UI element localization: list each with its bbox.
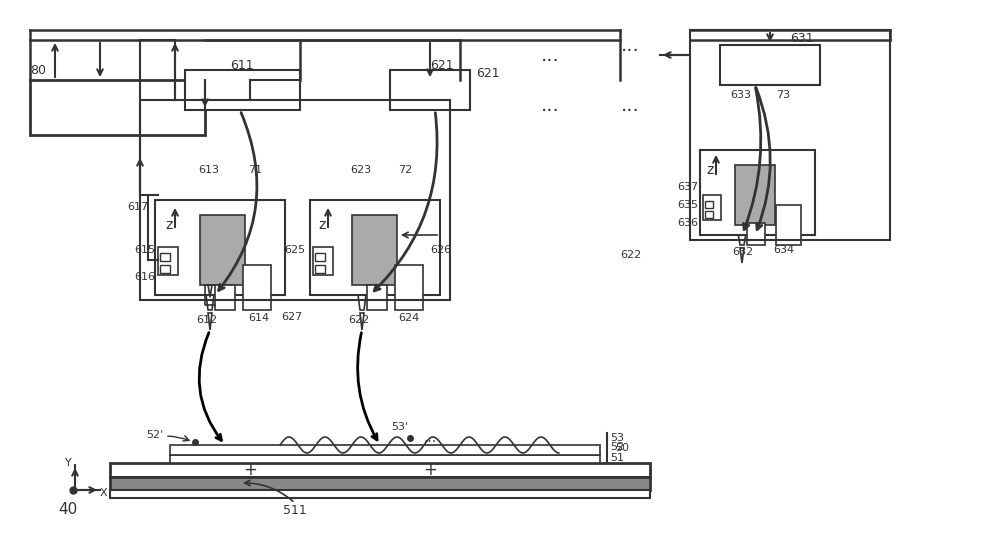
Text: ...: ... (541, 45, 559, 64)
Polygon shape (208, 313, 212, 330)
Ellipse shape (395, 261, 423, 269)
FancyBboxPatch shape (395, 265, 423, 310)
Text: 634: 634 (773, 245, 794, 255)
FancyBboxPatch shape (700, 150, 815, 235)
FancyBboxPatch shape (367, 285, 387, 310)
FancyBboxPatch shape (776, 205, 801, 245)
Polygon shape (360, 313, 364, 330)
FancyBboxPatch shape (747, 223, 765, 245)
FancyBboxPatch shape (155, 200, 285, 295)
Text: 615: 615 (134, 245, 155, 255)
Ellipse shape (243, 261, 271, 269)
Text: 611: 611 (230, 58, 254, 71)
Text: 616: 616 (134, 272, 155, 282)
FancyBboxPatch shape (705, 201, 713, 208)
Text: X: X (99, 488, 107, 498)
FancyBboxPatch shape (185, 70, 300, 110)
Text: 637: 637 (677, 182, 698, 192)
Text: 632: 632 (732, 247, 753, 257)
FancyBboxPatch shape (705, 211, 713, 218)
Text: 622: 622 (348, 315, 369, 325)
Text: 621: 621 (430, 58, 454, 71)
FancyBboxPatch shape (315, 265, 325, 273)
Text: 626: 626 (430, 245, 451, 255)
Text: ...: ... (541, 95, 559, 114)
FancyBboxPatch shape (215, 285, 235, 310)
Text: 71: 71 (248, 165, 262, 175)
Text: z: z (165, 218, 172, 232)
FancyBboxPatch shape (170, 445, 600, 455)
Polygon shape (737, 227, 747, 245)
Polygon shape (740, 248, 744, 263)
Text: 52: 52 (610, 442, 624, 452)
FancyBboxPatch shape (110, 477, 650, 490)
FancyBboxPatch shape (170, 455, 600, 463)
Text: ...: ... (621, 95, 639, 114)
Text: 617: 617 (127, 202, 148, 212)
Text: 614: 614 (248, 313, 269, 323)
Text: 53': 53' (391, 422, 409, 432)
Text: z: z (706, 163, 713, 177)
Text: 631: 631 (790, 32, 814, 45)
FancyBboxPatch shape (158, 247, 178, 275)
FancyBboxPatch shape (200, 215, 245, 285)
FancyBboxPatch shape (735, 165, 775, 225)
FancyBboxPatch shape (310, 200, 440, 295)
Polygon shape (357, 287, 367, 310)
Text: 635: 635 (677, 200, 698, 210)
Text: 50: 50 (615, 443, 629, 453)
FancyBboxPatch shape (352, 215, 397, 285)
Text: 636: 636 (677, 218, 698, 228)
FancyBboxPatch shape (315, 253, 325, 261)
Text: Y: Y (65, 458, 71, 468)
FancyBboxPatch shape (110, 490, 650, 498)
Text: 51: 51 (610, 453, 624, 463)
FancyBboxPatch shape (720, 45, 820, 85)
Text: 625: 625 (284, 245, 305, 255)
Polygon shape (205, 287, 215, 310)
FancyBboxPatch shape (110, 463, 650, 477)
Text: 624: 624 (398, 313, 419, 323)
Ellipse shape (776, 202, 801, 209)
Text: +: + (243, 461, 257, 479)
FancyBboxPatch shape (390, 70, 470, 110)
FancyBboxPatch shape (30, 80, 205, 135)
Text: ...: ... (423, 431, 437, 445)
Text: +: + (423, 461, 437, 479)
Text: 40: 40 (58, 502, 78, 518)
Text: 621: 621 (476, 66, 500, 80)
Text: 73: 73 (776, 90, 790, 100)
Text: 72: 72 (398, 165, 412, 175)
Text: 511: 511 (283, 504, 307, 517)
Text: 623: 623 (350, 165, 371, 175)
Text: ...: ... (621, 35, 639, 55)
Text: 612: 612 (196, 315, 217, 325)
FancyBboxPatch shape (160, 253, 170, 261)
Text: 613: 613 (198, 165, 219, 175)
Text: 53: 53 (610, 433, 624, 443)
Text: 627: 627 (281, 312, 302, 322)
Text: z: z (318, 218, 325, 232)
Text: 633: 633 (730, 90, 751, 100)
FancyBboxPatch shape (313, 247, 333, 275)
Text: 80: 80 (30, 64, 46, 76)
Text: 622: 622 (620, 250, 641, 260)
FancyBboxPatch shape (243, 265, 271, 310)
Text: 52': 52' (146, 430, 164, 440)
FancyBboxPatch shape (703, 195, 721, 220)
FancyBboxPatch shape (160, 265, 170, 273)
